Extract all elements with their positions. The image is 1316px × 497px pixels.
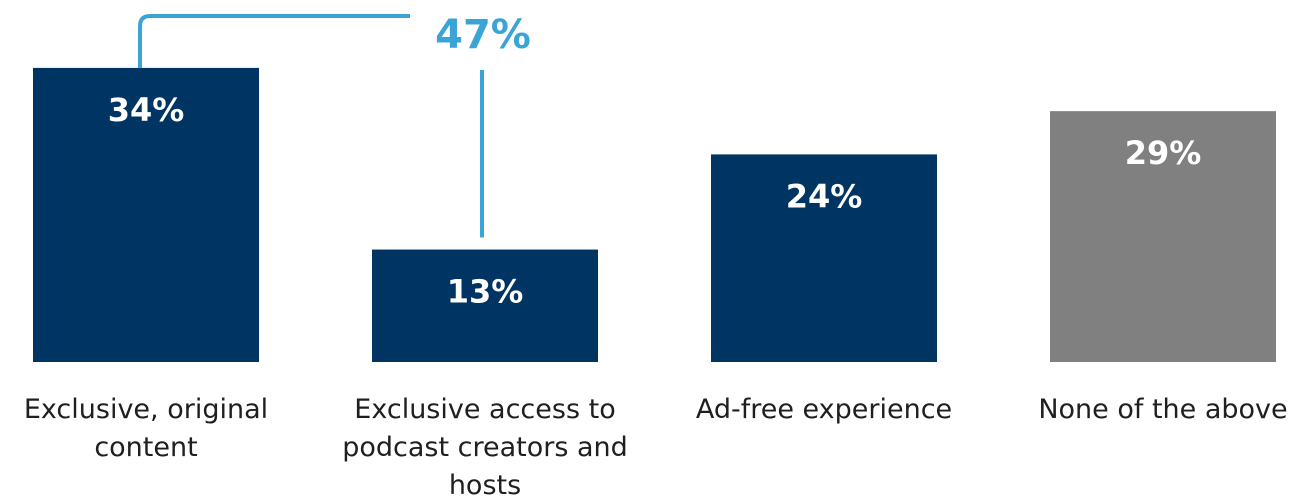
- bracket-total-label: 47%: [435, 12, 531, 58]
- bracket-annotation: 47%: [138, 12, 531, 238]
- bar-1: [33, 67, 259, 363]
- bars: 34% 13% 24% 29%: [33, 67, 1276, 363]
- category-label-2-line-1: Exclusive access to: [354, 394, 615, 425]
- bar-value-label-2: 13%: [447, 273, 524, 311]
- category-label-4-line-1: None of the above: [1038, 394, 1287, 425]
- bar-value-label-3: 24%: [786, 177, 863, 215]
- bar-value-label-1: 34%: [108, 91, 185, 129]
- category-label-1-line-2: content: [94, 432, 197, 463]
- bracket-left-arm: [138, 14, 410, 68]
- bar-2: [372, 249, 598, 362]
- category-label-2-line-2: podcast creators and: [342, 432, 628, 463]
- bar-3: [711, 154, 937, 362]
- category-label-2-line-3: hosts: [449, 470, 521, 497]
- category-labels: Exclusive, original content Exclusive acce…: [24, 394, 1288, 497]
- bar-4: [1050, 111, 1276, 363]
- category-label-3-line-1: Ad-free experience: [696, 394, 952, 425]
- bar-value-label-4: 29%: [1125, 134, 1202, 172]
- category-label-1-line-1: Exclusive, original: [24, 394, 268, 425]
